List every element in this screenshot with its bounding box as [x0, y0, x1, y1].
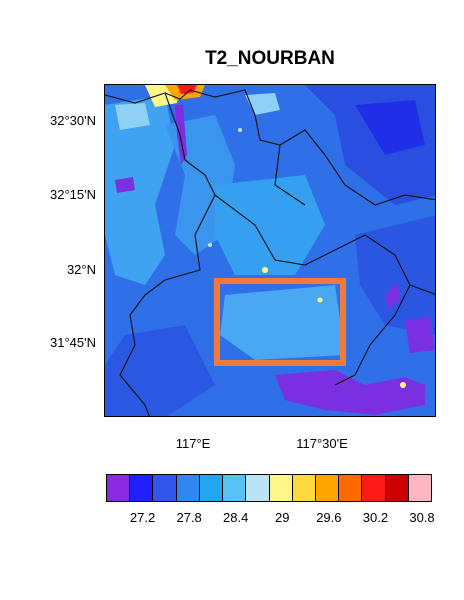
water-body — [115, 177, 135, 193]
water-body — [405, 317, 435, 353]
colorbar-cell — [385, 475, 409, 501]
colorbar-label: 27.8 — [176, 510, 202, 525]
cool-region — [355, 100, 425, 155]
water-body — [385, 283, 401, 309]
lon-label-117-30e: 117°30'E — [296, 436, 348, 451]
water-body — [275, 370, 425, 415]
boundary-line — [119, 92, 216, 416]
water-body — [175, 105, 187, 165]
hot-spot — [317, 297, 323, 303]
lon-label-117e: 117°E — [175, 436, 211, 451]
colorbar-cell — [292, 475, 316, 501]
colorbar-label: 29 — [275, 510, 290, 525]
boundary-line — [105, 89, 435, 206]
boundary-line — [214, 194, 435, 295]
colorbar-cell — [130, 475, 154, 501]
colorbar-label: 27.2 — [129, 510, 156, 525]
figure-title: T2_NOURBAN — [205, 48, 335, 69]
study-area-box — [214, 278, 346, 366]
colorbar-cell — [153, 475, 177, 501]
colorbar-label: 30.2 — [362, 510, 389, 525]
hot-spot — [400, 382, 406, 388]
colorbar-cell — [223, 475, 247, 501]
hot-spot — [208, 243, 212, 247]
lat-label-32n: 32°N — [66, 262, 96, 277]
map-canvas — [105, 85, 435, 416]
lat-label-32-15n: 32°15'N — [50, 187, 96, 202]
hot-spot — [177, 85, 197, 94]
cool-region — [355, 215, 435, 335]
warm-region — [115, 103, 150, 130]
colorbar-cell — [176, 475, 200, 501]
colorbar-label: 29.6 — [316, 510, 342, 525]
colorbar — [106, 474, 432, 502]
lat-label-31-45n: 31°45'N — [50, 335, 96, 350]
colorbar-label: 30.8 — [409, 510, 435, 525]
lat-label-32-30n: 32°30'N — [50, 113, 96, 128]
cool-region — [105, 325, 215, 416]
warm-region — [105, 95, 175, 285]
hot-spot — [262, 267, 268, 273]
boundary-line — [334, 284, 411, 386]
hot-spot — [238, 128, 242, 132]
colorbar-cell — [315, 475, 340, 501]
colorbar-cell — [246, 475, 270, 501]
colorbar-cell — [408, 475, 432, 501]
colorbar-cell — [362, 475, 386, 501]
colorbar-label: 28.4 — [223, 510, 249, 525]
colorbar-cell — [269, 475, 293, 501]
colorbar-cell — [107, 475, 131, 501]
admin-boundaries — [105, 89, 435, 416]
warm-region — [220, 285, 345, 360]
temperature-map — [104, 84, 436, 417]
hot-spot — [245, 93, 280, 115]
colorbar-cell — [339, 475, 363, 501]
boundary-line — [274, 144, 306, 206]
colorbar-cell — [199, 475, 224, 501]
